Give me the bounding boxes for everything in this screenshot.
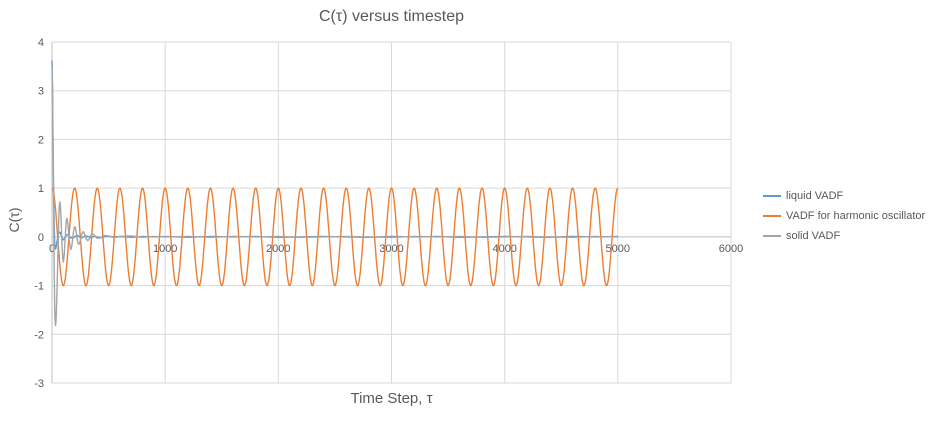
y-axis-title[interactable]: C(τ): [6, 207, 22, 233]
legend-swatch-solid-vadf: [763, 235, 781, 237]
svg-text:2: 2: [38, 134, 44, 146]
legend-label: solid VADF: [786, 230, 841, 242]
x-axis-title[interactable]: Time Step, τ: [350, 390, 433, 407]
svg-text:4000: 4000: [492, 243, 516, 255]
svg-text:4: 4: [38, 37, 44, 49]
legend-label: VADF for harmonic oscillator: [786, 210, 926, 222]
svg-text:0: 0: [38, 232, 44, 244]
legend-item-harmonic-oscillator[interactable]: VADF for harmonic oscillator: [763, 210, 938, 222]
svg-text:-3: -3: [34, 378, 44, 390]
svg-text:5000: 5000: [606, 243, 630, 255]
svg-text:0: 0: [49, 243, 55, 255]
legend-item-solid-vadf[interactable]: solid VADF: [763, 230, 938, 242]
svg-text:1000: 1000: [153, 243, 177, 255]
svg-text:2000: 2000: [266, 243, 290, 255]
svg-text:-1: -1: [34, 281, 44, 293]
chart-title[interactable]: C(τ) versus timestep: [318, 8, 464, 25]
svg-text:-2: -2: [34, 329, 44, 341]
legend-item-liquid-vadf[interactable]: liquid VADF: [763, 190, 938, 202]
chart-legend: liquid VADF VADF for harmonic oscillator…: [763, 190, 938, 242]
svg-text:3000: 3000: [379, 243, 403, 255]
svg-text:3: 3: [38, 86, 44, 98]
svg-text:1: 1: [38, 183, 44, 195]
legend-label: liquid VADF: [786, 190, 844, 202]
legend-swatch-harmonic-oscillator: [763, 215, 781, 217]
svg-text:6000: 6000: [719, 243, 743, 255]
legend-swatch-liquid-vadf: [763, 195, 781, 197]
